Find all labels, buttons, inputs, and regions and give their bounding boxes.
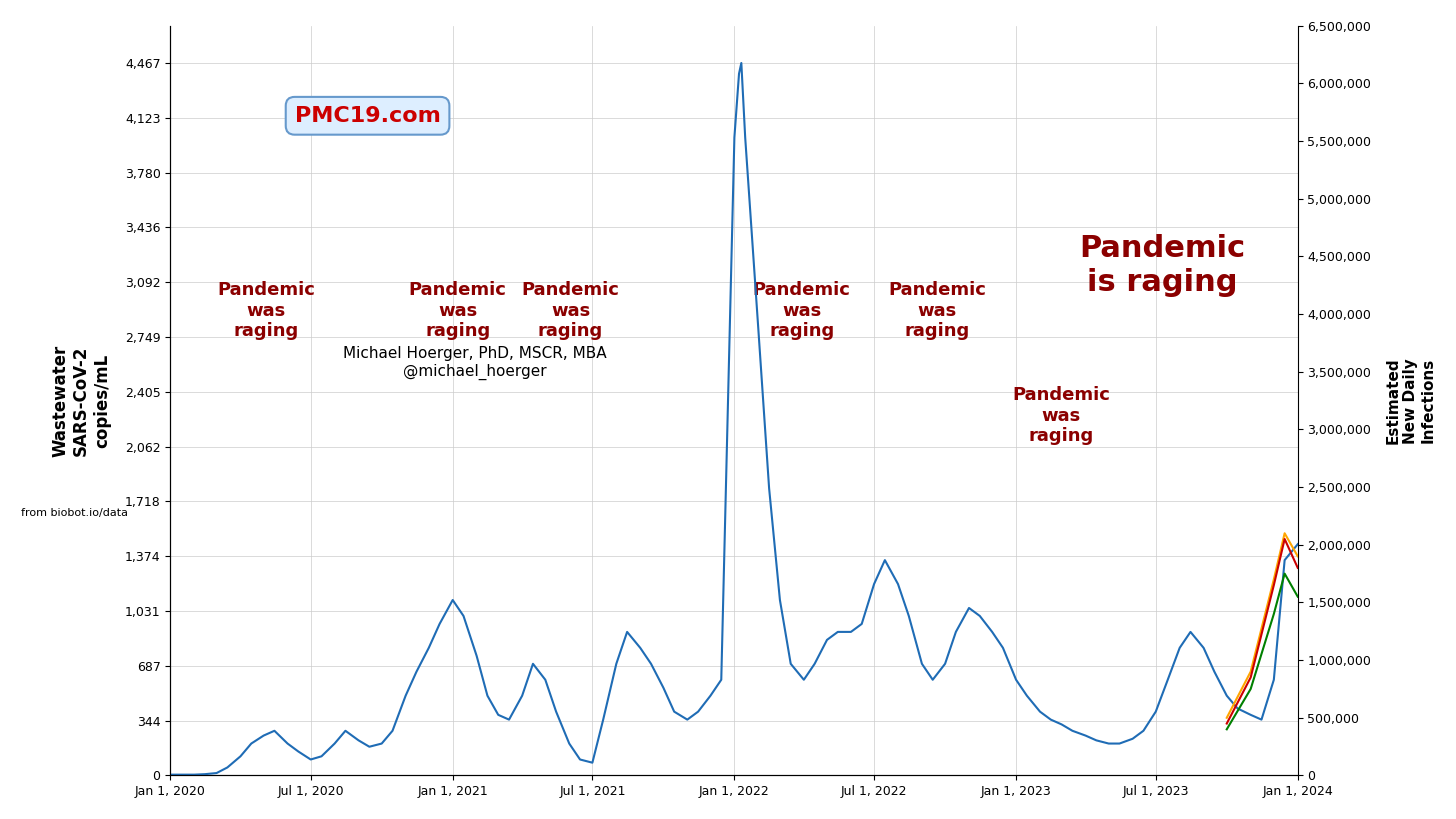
Text: Pandemic
was
raging: Pandemic was raging <box>409 281 507 341</box>
Text: Pandemic
was
raging: Pandemic was raging <box>888 281 986 341</box>
Y-axis label: Estimated
New Daily
Infections: Estimated New Daily Infections <box>1385 357 1436 444</box>
Y-axis label: Wastewater
SARS-CoV-2
copies/mL: Wastewater SARS-CoV-2 copies/mL <box>51 345 111 457</box>
Text: PMC19.com: PMC19.com <box>294 106 441 126</box>
Text: Pandemic
was
raging: Pandemic was raging <box>521 281 619 341</box>
Text: Pandemic
was
raging: Pandemic was raging <box>753 281 850 341</box>
Text: from biobot.io/data: from biobot.io/data <box>20 508 128 518</box>
Text: Pandemic
was
raging: Pandemic was raging <box>217 281 314 341</box>
Text: Michael Hoerger, PhD, MSCR, MBA
@michael_hoerger: Michael Hoerger, PhD, MSCR, MBA @michael… <box>342 346 607 380</box>
Text: Pandemic
was
raging: Pandemic was raging <box>1012 386 1109 446</box>
Text: Pandemic
is raging: Pandemic is raging <box>1079 234 1245 297</box>
